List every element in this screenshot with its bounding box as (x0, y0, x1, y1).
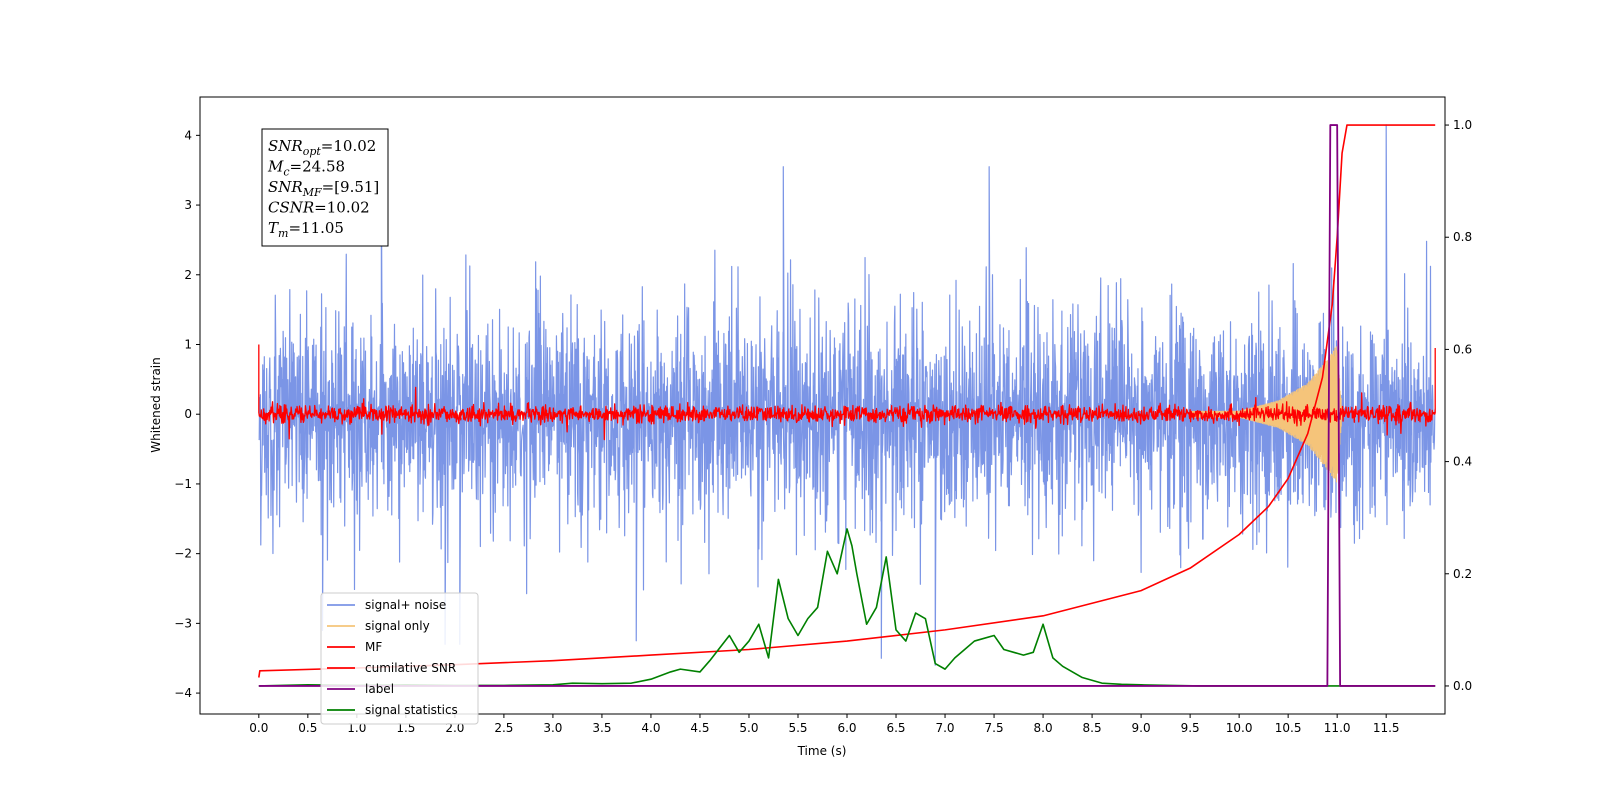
y-tick-label-left: 1 (184, 337, 192, 351)
y-axis-label: Whitened strain (149, 357, 163, 453)
x-tick-label: 4.0 (641, 721, 660, 735)
x-tick-label: 3.5 (592, 721, 611, 735)
y-tick-label-right: 0.6 (1453, 342, 1472, 356)
info-box-line: Tm=11.05 (268, 219, 344, 240)
legend-entry: signal only (365, 619, 430, 633)
info-box-line: SNRopt=10.02 (268, 137, 376, 158)
x-tick-label: 6.5 (886, 721, 905, 735)
y-tick-label-left: −1 (174, 477, 192, 491)
x-tick-label: 5.0 (739, 721, 758, 735)
info-box-line: CSNR=10.02 (268, 199, 370, 217)
x-tick-label: 2.5 (494, 721, 513, 735)
y-tick-label-left: 4 (184, 128, 192, 142)
series-label (258, 124, 1436, 687)
y-tick-label-right: 1.0 (1453, 118, 1472, 132)
y-tick-label-left: −3 (174, 616, 192, 630)
plot-frame (199, 96, 1446, 715)
x-tick-label: 8.5 (1083, 721, 1102, 735)
legend-entry: signal+ noise (365, 598, 446, 612)
x-tick-label: 0.5 (298, 721, 317, 735)
legend: signal+ noise signal only MF cumilative SNR… (320, 592, 479, 725)
x-tick-label: 11.0 (1324, 721, 1351, 735)
legend-frame (320, 592, 479, 725)
y-tick-label-left: 3 (184, 198, 192, 212)
y-tick-label-right: 0.2 (1453, 567, 1472, 581)
info-box: SNRopt=10.02Mc=24.58SNRMF=[9.51]CSNR=10.… (261, 128, 389, 247)
y-tick-label-left: −2 (174, 547, 192, 561)
legend-entry: MF (365, 640, 382, 654)
x-tick-label: 9.0 (1132, 721, 1151, 735)
y-axis-left: 4 3 2 1 0 −1 −2 −3 −4 (174, 128, 200, 700)
info-box-line: SNRMF=[9.51] (268, 178, 379, 199)
info-box-frame (261, 128, 389, 247)
series-signal-only (1189, 346, 1343, 483)
y-tick-label-right: 0.4 (1453, 455, 1472, 469)
legend-entry: cumilative SNR (365, 661, 456, 675)
series-signal-statistics (258, 528, 1436, 687)
x-tick-label: 10.0 (1226, 721, 1253, 735)
x-tick-label: 7.0 (935, 721, 954, 735)
x-tick-label: 8.0 (1034, 721, 1053, 735)
x-tick-label: 0.0 (249, 721, 268, 735)
x-tick-label: 5.5 (788, 721, 807, 735)
y-axis-right: 1.0 0.8 0.6 0.4 0.2 0.0 (1445, 118, 1472, 693)
y-tick-label-right: 0.8 (1453, 230, 1472, 244)
info-box-line: Mc=24.58 (267, 158, 345, 179)
y-tick-label-right: 0.0 (1453, 679, 1472, 693)
legend-entry: signal statistics (365, 703, 458, 717)
x-tick-label: 3.0 (543, 721, 562, 735)
y-tick-label-left: 0 (184, 407, 192, 421)
x-tick-label: 7.5 (985, 721, 1004, 735)
series-cumulative-snr (258, 124, 1436, 678)
x-tick-label: 10.5 (1275, 721, 1302, 735)
y-tick-label-left: −4 (174, 686, 192, 700)
series-mf (258, 344, 1436, 441)
x-tick-label: 6.0 (837, 721, 856, 735)
x-tick-label: 9.5 (1181, 721, 1200, 735)
x-tick-label: 11.5 (1373, 721, 1400, 735)
legend-entry: label (365, 682, 394, 696)
y-tick-label-left: 2 (184, 268, 192, 282)
x-tick-label: 4.5 (690, 721, 709, 735)
x-axis-label: Time (s) (797, 744, 847, 758)
